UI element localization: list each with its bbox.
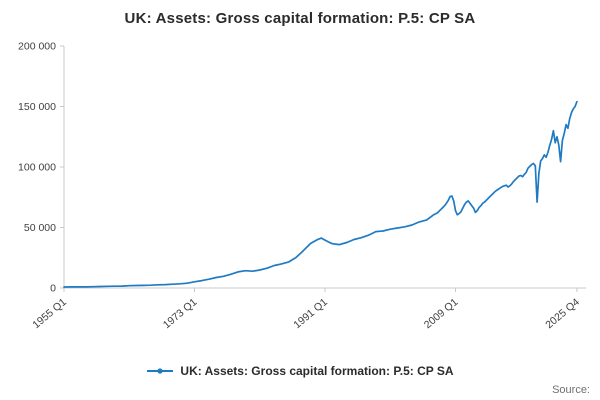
legend-line-marker-icon bbox=[147, 368, 174, 374]
x-tick-label: 1973 Q1 bbox=[161, 296, 200, 331]
y-tick-label: 200 000 bbox=[18, 41, 56, 53]
x-tick-label: 1991 Q1 bbox=[291, 296, 330, 331]
x-tick-label: 2025 Q4 bbox=[543, 296, 582, 331]
x-tick-label: 1955 Q1 bbox=[30, 296, 69, 331]
y-tick-label: 0 bbox=[50, 283, 56, 295]
source-label: Source: bbox=[552, 384, 590, 396]
y-tick-label: 100 000 bbox=[18, 162, 56, 174]
x-tick-label: 2009 Q1 bbox=[422, 296, 461, 331]
chart-title: UK: Assets: Gross capital formation: P.5… bbox=[124, 10, 476, 27]
data-line bbox=[63, 100, 578, 288]
legend-label: UK: Assets: Gross capital formation: P.5… bbox=[180, 364, 454, 378]
y-tick-label: 50 000 bbox=[24, 222, 56, 234]
legend: UK: Assets: Gross capital formation: P.5… bbox=[0, 364, 600, 378]
chart-svg: 0 50 000 100 000 150 000 200 000 1955 Q1 1973 … bbox=[18, 41, 586, 331]
chart-area: 0 50 000 100 000 150 000 200 000 1955 Q1 1973 … bbox=[0, 34, 600, 350]
y-tick-label: 150 000 bbox=[18, 101, 56, 113]
